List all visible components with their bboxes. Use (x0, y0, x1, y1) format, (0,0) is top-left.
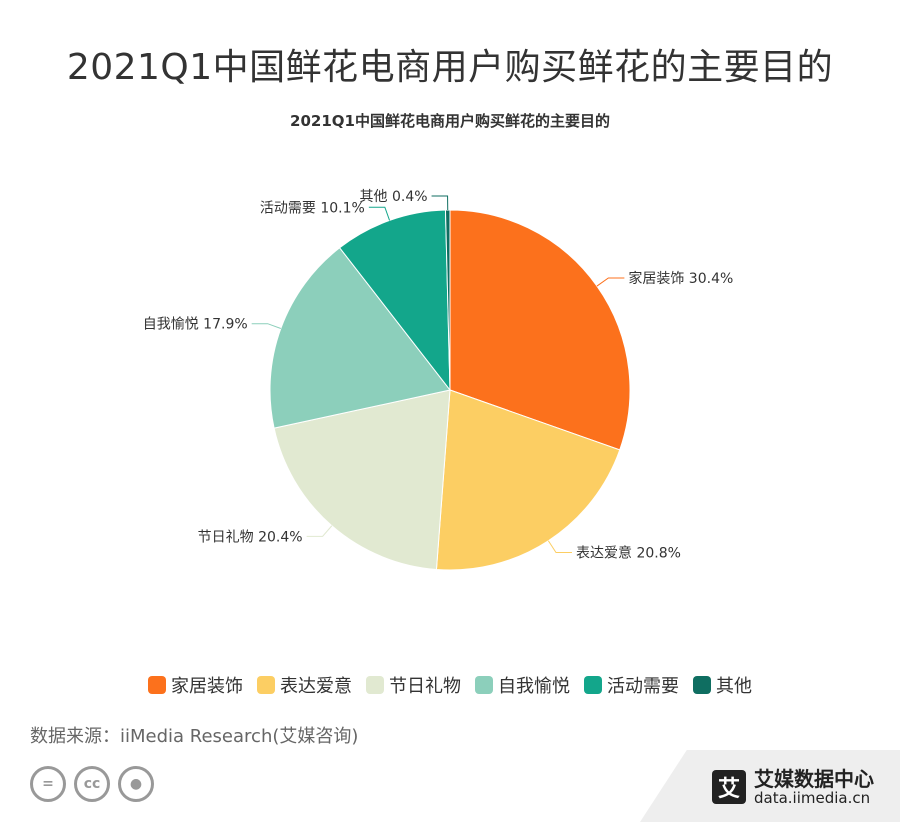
brand-name: 艾媒数据中心 (754, 767, 874, 791)
person-icon: ● (118, 766, 154, 802)
brand-band (640, 750, 900, 822)
legend-item-1[interactable]: 表达爱意 (257, 672, 352, 698)
cc-icon: cc (74, 766, 110, 802)
brand-watermark: 艾 艾媒数据中心 data.iimedia.cn (712, 768, 874, 807)
legend-item-3[interactable]: 自我愉悦 (475, 672, 570, 698)
legend-label-2: 节日礼物 (389, 676, 461, 697)
data-label-4: 活动需要 10.1% (260, 200, 365, 216)
pie-slice-0 (449, 209, 631, 451)
chart-title: 2021Q1中国鲜花电商用户购买鲜花的主要目的 (290, 112, 610, 130)
data-label-0: 家居装饰 30.4% (628, 270, 733, 287)
pie-slice-5 (444, 209, 451, 391)
leader-line-1 (547, 540, 573, 553)
data-label-3: 自我愉悦 17.9% (143, 317, 248, 333)
legend-swatch-4 (584, 676, 602, 694)
legend-swatch-3 (475, 676, 493, 694)
pie-slice-3 (269, 247, 451, 429)
legend-swatch-1 (257, 676, 275, 694)
legend-swatch-0 (148, 676, 166, 694)
page-title: 2021Q1中国鲜花电商用户购买鲜花的主要目的 (66, 47, 834, 88)
legend-swatch-5 (693, 676, 711, 694)
equal-icon: = (30, 766, 66, 802)
leader-line-0 (596, 277, 625, 287)
brand-url: data.iimedia.cn (754, 789, 871, 807)
pie-slice-2 (273, 389, 451, 571)
leader-line-4 (368, 206, 391, 221)
data-label-5: 其他 0.4% (360, 189, 428, 205)
pie-slice-4 (338, 209, 451, 392)
legend-swatch-2 (366, 676, 384, 694)
legend-item-2[interactable]: 节日礼物 (366, 672, 461, 698)
legend-item-0[interactable]: 家居装饰 (148, 672, 243, 698)
source-note: 数据来源：iiMedia Research(艾媒咨询) (30, 726, 359, 747)
legend-label-1: 表达爱意 (280, 676, 352, 697)
legend-label-5: 其他 (716, 676, 752, 697)
data-label-1: 表达爱意 20.8% (576, 544, 681, 561)
data-label-2: 节日礼物 20.4% (198, 529, 303, 545)
legend-label-0: 家居装饰 (171, 676, 243, 697)
legend-label-4: 活动需要 (607, 676, 679, 697)
leader-line-2 (306, 525, 333, 537)
brand-logo-icon: 艾 (712, 770, 746, 805)
legend-item-5[interactable]: 其他 (693, 672, 752, 698)
license-icons: = cc ● (30, 766, 154, 802)
legend-item-4[interactable]: 活动需要 (584, 672, 679, 698)
leader-line-5 (431, 195, 449, 211)
legend-label-3: 自我愉悦 (498, 676, 570, 697)
legend: 家居装饰 表达爱意 节日礼物 自我愉悦 活动需要 其他 (0, 672, 900, 698)
leader-line-3 (251, 323, 282, 329)
